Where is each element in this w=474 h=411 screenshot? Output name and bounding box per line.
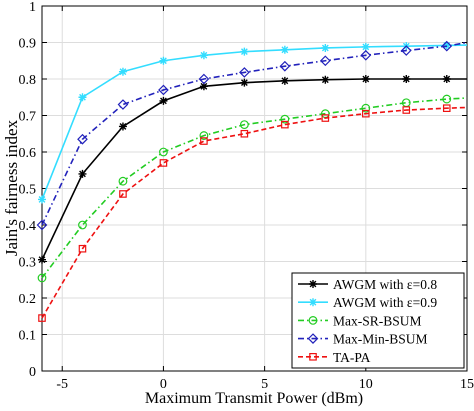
- data-point: [38, 314, 46, 322]
- data-point: [319, 55, 331, 67]
- series-group: [38, 104, 468, 322]
- x-tick-label: 10: [359, 377, 373, 392]
- data-point: [118, 67, 127, 76]
- data-point: [441, 40, 453, 52]
- data-point: [361, 103, 371, 113]
- series-line: [41, 44, 468, 200]
- data-point: [38, 195, 46, 204]
- data-point: [442, 75, 451, 83]
- legend-marker: [309, 353, 317, 361]
- y-tick-label: 0.3: [19, 256, 37, 271]
- legend: AWGM with ε=0.8 AWGM with ε=0.9 Max-SR-BSU…: [291, 272, 465, 369]
- data-point: [361, 42, 370, 51]
- series-line: [41, 78, 467, 261]
- data-point: [402, 75, 411, 83]
- data-point: [77, 133, 88, 145]
- legend-label: Max-SR-BSUM: [333, 313, 422, 328]
- data-point: [442, 104, 451, 113]
- data-point: [119, 190, 127, 198]
- series-line: [41, 41, 468, 226]
- data-point: [240, 129, 249, 138]
- data-point: [362, 109, 370, 118]
- y-tick-label: 0.8: [19, 73, 37, 88]
- legend-label: AWGM with ε=0.9: [333, 295, 437, 310]
- data-point: [321, 75, 330, 84]
- y-tick-label: 0: [29, 365, 36, 380]
- axis-ticks: -5 0 5 10 15 0 0.1 0.2 0.3 0.4 0.5 0.6 0.7 0.8 0.9 1: [19, 0, 474, 392]
- data-point: [37, 273, 47, 283]
- data-point: [360, 49, 372, 61]
- x-tick-label: 5: [261, 377, 268, 392]
- series-layer: [36, 40, 468, 322]
- legend-marker: [308, 316, 318, 325]
- legend-marker: [309, 298, 317, 307]
- data-point: [442, 94, 452, 104]
- y-tick-label: 0.9: [19, 37, 37, 52]
- series-group: [37, 94, 468, 283]
- series-line: [41, 106, 468, 319]
- legend-label: TA-PA: [333, 350, 371, 365]
- y-tick-label: 0.7: [19, 110, 37, 125]
- y-tick-label: 1: [29, 0, 36, 15]
- data-point: [200, 137, 208, 145]
- y-tick-label: 0.1: [19, 329, 37, 344]
- data-point: [402, 106, 411, 114]
- data-point: [240, 78, 249, 87]
- y-tick-label: 0.5: [19, 183, 37, 198]
- legend-label: Max-Min-BSUM: [333, 332, 428, 347]
- series-group: [38, 75, 467, 264]
- y-tick-label: 0.2: [19, 292, 37, 307]
- data-point: [78, 93, 87, 102]
- data-point: [321, 114, 330, 122]
- data-point: [361, 75, 370, 83]
- x-tick-label: 0: [160, 377, 167, 392]
- x-tick-label: 15: [460, 377, 474, 392]
- data-point: [118, 122, 127, 131]
- data-point: [159, 96, 168, 105]
- grid: [42, 5, 468, 372]
- legend-label: AWGM with ε=0.8: [333, 277, 437, 292]
- y-axis-label: Jain's fairness index: [2, 119, 21, 256]
- series-group: [36, 40, 468, 231]
- data-point: [159, 159, 168, 167]
- data-point: [280, 114, 290, 124]
- data-point: [117, 99, 129, 110]
- data-point: [118, 176, 128, 186]
- y-tick-label: 0.4: [19, 219, 37, 234]
- data-point: [280, 45, 289, 54]
- data-point: [36, 219, 48, 231]
- x-tick-label: -5: [56, 377, 68, 392]
- data-point: [159, 147, 168, 157]
- data-point: [158, 84, 169, 96]
- data-point: [199, 82, 208, 91]
- data-point: [281, 120, 289, 129]
- data-point: [78, 244, 87, 253]
- data-point: [199, 51, 208, 60]
- data-point: [198, 73, 210, 85]
- y-tick-label: 0.6: [19, 146, 37, 161]
- data-point: [78, 220, 87, 230]
- data-point: [199, 131, 209, 140]
- data-point: [239, 67, 250, 78]
- data-point: [280, 76, 289, 85]
- x-axis-label: Maximum Transmit Power (dBm): [145, 390, 363, 407]
- data-point: [239, 120, 249, 130]
- data-point: [78, 169, 87, 178]
- legend-marker: [309, 280, 317, 288]
- data-point: [279, 60, 291, 72]
- data-point: [400, 45, 412, 56]
- data-point: [38, 255, 46, 264]
- legend-marker: [307, 333, 319, 344]
- data-point: [321, 43, 330, 52]
- data-point: [240, 47, 249, 56]
- data-point: [159, 56, 168, 65]
